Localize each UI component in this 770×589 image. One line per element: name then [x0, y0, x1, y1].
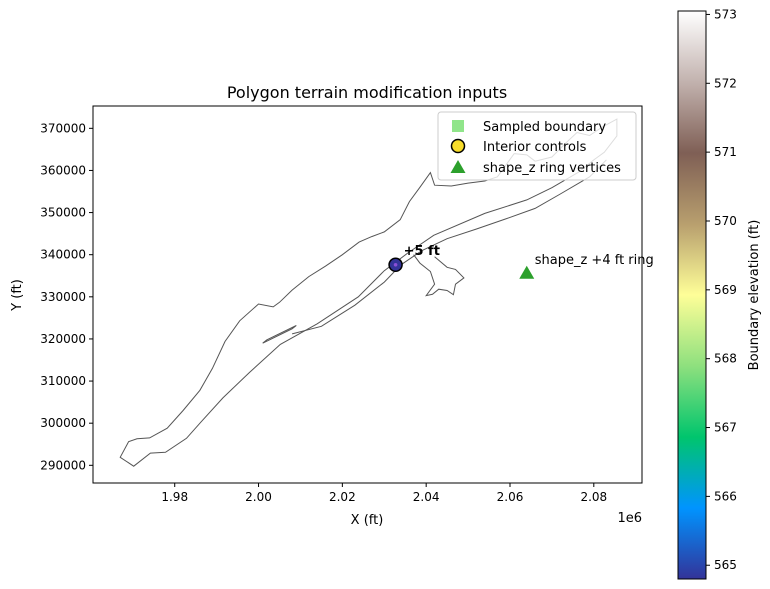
x-tick-label: 2.08 — [580, 490, 607, 504]
legend-ring-vertices-swatch — [450, 160, 466, 173]
x-tick-label: 2.06 — [497, 490, 524, 504]
data-marks: +5 ft shape_z +4 ft ring — [388, 244, 654, 279]
colorbar-tick-label: 568 — [714, 352, 737, 366]
boundary-branch-outline — [413, 254, 465, 297]
colorbar: 565 566 567 568 569 570 571 572 573 — [677, 7, 737, 580]
y-tick-label: 340000 — [40, 248, 86, 262]
x-tick-label: 2.02 — [329, 490, 356, 504]
y-tick-label: 290000 — [40, 458, 86, 472]
y-axis-ticks: 290000 300000 310000 320000 330000 340000 3500… — [40, 121, 93, 472]
legend-interior-controls-swatch — [450, 138, 466, 154]
colorbar-gradient — [677, 10, 707, 580]
y-tick-label: 300000 — [40, 416, 86, 430]
x-axis-ticks: 1.98 2.00 2.02 2.04 2.06 2.08 — [161, 483, 607, 504]
legend-box — [437, 111, 637, 181]
colorbar-tick-label: 565 — [714, 558, 737, 572]
x-axis-label: X (ft) — [351, 513, 384, 528]
y-tick-label: 370000 — [40, 121, 86, 135]
annotation-ring: shape_z +4 ft ring — [535, 253, 654, 268]
boundary-island-outline — [262, 325, 297, 344]
y-axis-label: Y (ft) — [10, 279, 25, 312]
x-tick-label: 2.00 — [245, 490, 272, 504]
legend-label: Interior controls — [483, 140, 587, 155]
colorbar-label: Boundary elevation (ft) — [747, 220, 762, 371]
legend-label: Sampled boundary — [483, 120, 606, 135]
x-tick-label: 2.04 — [413, 490, 440, 504]
interior-control-center — [393, 263, 398, 267]
colorbar-tick-label: 567 — [714, 421, 737, 435]
chart-title: Polygon terrain modification inputs — [227, 83, 507, 102]
legend-sampled-boundary-swatch — [452, 120, 464, 132]
colorbar-tick-label: 572 — [714, 76, 737, 90]
colorbar-tick-label: 569 — [714, 283, 737, 297]
y-tick-label: 330000 — [40, 290, 86, 304]
legend-label: shape_z ring vertices — [483, 161, 621, 176]
colorbar-tick-label: 571 — [714, 145, 737, 159]
y-tick-label: 320000 — [40, 332, 86, 346]
colorbar-tick-label: 566 — [714, 489, 737, 503]
ring-vertex-marker — [519, 265, 535, 279]
colorbar-tick-label: 573 — [714, 7, 737, 21]
boundary-channel-outline — [291, 159, 607, 335]
x-tick-label: 1.98 — [161, 490, 188, 504]
x-offset-label: 1e6 — [617, 511, 642, 526]
y-tick-label: 310000 — [40, 374, 86, 388]
annotation-interior-control: +5 ft — [404, 244, 440, 259]
plot-frame — [92, 105, 643, 484]
y-tick-label: 360000 — [40, 163, 86, 177]
y-tick-label: 350000 — [40, 206, 86, 220]
colorbar-tick-label: 570 — [714, 214, 737, 228]
legend: Sampled boundary Interior controls shape_z… — [437, 111, 637, 181]
